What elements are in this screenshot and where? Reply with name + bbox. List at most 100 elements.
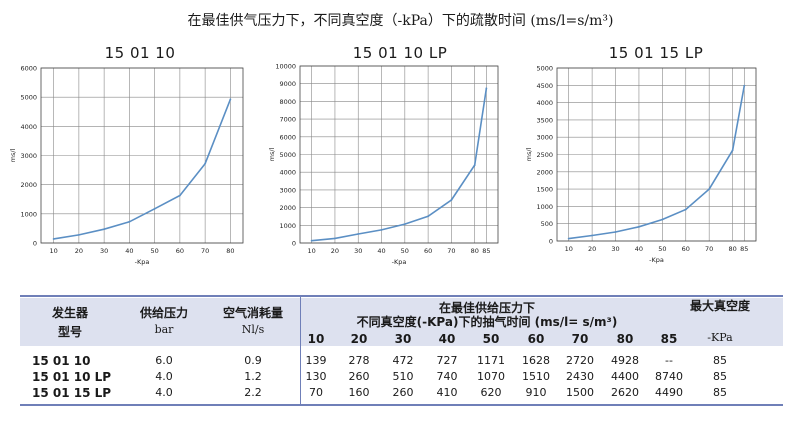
x-axis-label: -Kpa bbox=[392, 258, 407, 266]
x-tick-label: 85 bbox=[482, 247, 490, 255]
table-bottom-rule bbox=[20, 404, 783, 406]
evac-time-cell: 1070 bbox=[477, 370, 505, 383]
data-point bbox=[427, 215, 430, 218]
header-supply-pressure: 供给压力 bbox=[139, 306, 188, 320]
header-model: 型号 bbox=[57, 325, 82, 339]
data-point bbox=[357, 233, 360, 235]
x-tick-label: 20 bbox=[588, 245, 596, 253]
x-axis-label: -Kpa bbox=[649, 256, 664, 264]
x-tick-label: 20 bbox=[331, 247, 339, 255]
vacuum-level-header: 80 bbox=[616, 332, 634, 346]
evac-time-cell: 4490 bbox=[655, 386, 683, 399]
evac-time-cell: 1510 bbox=[522, 370, 550, 383]
evac-time-cell: 278 bbox=[348, 354, 370, 367]
table-header-band bbox=[20, 298, 783, 346]
x-tick-label: 20 bbox=[75, 247, 83, 255]
x-tick-label: 30 bbox=[611, 245, 619, 253]
data-point bbox=[485, 87, 488, 90]
y-tick-label: 1000 bbox=[20, 210, 37, 218]
data-point bbox=[310, 239, 313, 242]
y-tick-label: 1000 bbox=[536, 203, 553, 211]
x-axis-label: -Kpa bbox=[135, 258, 150, 266]
page-title: 在最佳供气压力下，不同真空度（-kPa）下的疏散时间 (ms/l=s/m³) bbox=[187, 13, 614, 29]
consumption-cell: 1.2 bbox=[244, 370, 262, 383]
header-evac-times: 在最佳供给压力下 bbox=[438, 301, 535, 315]
data-point bbox=[684, 208, 687, 211]
y-tick-label: 0 bbox=[549, 238, 553, 246]
evac-time-cell: 4928 bbox=[611, 354, 639, 367]
x-tick-label: 10 bbox=[565, 245, 573, 253]
evac-time-cell: 139 bbox=[305, 354, 327, 367]
data-point bbox=[77, 233, 80, 236]
model-cell: 15 01 10 LP bbox=[32, 370, 112, 384]
data-point bbox=[661, 218, 664, 221]
header-consumption-unit: Nl/s bbox=[241, 323, 265, 336]
header-evac-times-sub: 不同真空度(-KPa)下的抽气时间 (ms/l= s/m³) bbox=[356, 315, 618, 329]
y-tick-label: 1500 bbox=[536, 186, 553, 194]
evac-time-cell: 620 bbox=[480, 386, 502, 399]
header-max-vacuum: 最大真空度 bbox=[689, 299, 750, 313]
vacuum-level-header: 20 bbox=[350, 332, 368, 346]
evac-time-cell: 130 bbox=[305, 370, 327, 383]
evac-time-cell: 2620 bbox=[611, 386, 639, 399]
evac-time-cell: -- bbox=[665, 354, 673, 367]
table-top-rule bbox=[20, 295, 783, 297]
vacuum-level-header: 60 bbox=[527, 332, 545, 346]
data-point bbox=[614, 231, 617, 233]
y-tick-label: 6000 bbox=[279, 133, 296, 141]
plot-frame bbox=[556, 67, 757, 242]
data-point bbox=[473, 164, 476, 167]
spec-table: 发生器 型号 供给压力 bar 空气消耗量 Nl/s 在最佳供给压力下 不同真空… bbox=[20, 293, 783, 411]
x-tick-label: 80 bbox=[471, 247, 479, 255]
x-tick-label: 70 bbox=[201, 247, 209, 255]
header-max-vacuum-unit: -KPa bbox=[707, 331, 733, 344]
pressure-cell: 4.0 bbox=[155, 386, 173, 399]
evac-time-cell: 260 bbox=[392, 386, 414, 399]
y-tick-label: 3000 bbox=[279, 186, 296, 194]
data-point bbox=[638, 225, 640, 228]
evac-time-cell: 1171 bbox=[477, 354, 505, 367]
vacuum-level-header: 40 bbox=[438, 332, 456, 346]
header-pressure-unit: bar bbox=[154, 323, 174, 336]
y-tick-label: 1000 bbox=[279, 222, 296, 230]
y-tick-label: 3000 bbox=[536, 134, 553, 142]
x-tick-label: 85 bbox=[740, 245, 748, 253]
series-line bbox=[568, 85, 746, 240]
chart-title-15-01-10-lp: 15 01 10 LP bbox=[352, 44, 448, 62]
data-point bbox=[153, 207, 156, 210]
evac-time-cell: 410 bbox=[436, 386, 458, 399]
y-tick-label: 8000 bbox=[279, 98, 296, 106]
data-point bbox=[52, 238, 55, 240]
vacuum-level-header: 50 bbox=[482, 332, 500, 346]
x-tick-label: 10 bbox=[49, 247, 57, 255]
y-tick-label: 10000 bbox=[275, 63, 296, 71]
y-tick-label: 2000 bbox=[279, 204, 296, 212]
x-tick-label: 40 bbox=[377, 247, 385, 255]
y-tick-label: 4500 bbox=[536, 82, 553, 90]
y-tick-label: 500 bbox=[541, 220, 553, 228]
evac-time-cell: 70 bbox=[309, 386, 323, 399]
x-tick-label: 80 bbox=[226, 247, 234, 255]
x-tick-label: 60 bbox=[682, 245, 690, 253]
data-point bbox=[103, 228, 106, 231]
series-line bbox=[53, 99, 232, 240]
y-tick-label: 3000 bbox=[20, 152, 37, 160]
x-tick-label: 70 bbox=[705, 245, 713, 253]
y-tick-label: 5000 bbox=[279, 151, 296, 159]
y-tick-label: 9000 bbox=[279, 80, 296, 88]
data-point bbox=[334, 237, 336, 240]
y-tick-label: 5000 bbox=[536, 65, 553, 73]
y-tick-label: 2000 bbox=[20, 181, 37, 189]
y-tick-label: 3500 bbox=[536, 116, 553, 124]
pressure-cell: 4.0 bbox=[155, 370, 173, 383]
y-tick-label: 0 bbox=[292, 240, 296, 248]
evac-time-cell: 8740 bbox=[655, 370, 683, 383]
x-tick-label: 50 bbox=[658, 245, 666, 253]
model-cell: 15 01 15 LP bbox=[32, 386, 112, 400]
header-generator: 发生器 bbox=[51, 306, 88, 320]
header-air-consumption: 空气消耗量 bbox=[222, 306, 283, 320]
vacuum-level-header: 70 bbox=[571, 332, 589, 346]
